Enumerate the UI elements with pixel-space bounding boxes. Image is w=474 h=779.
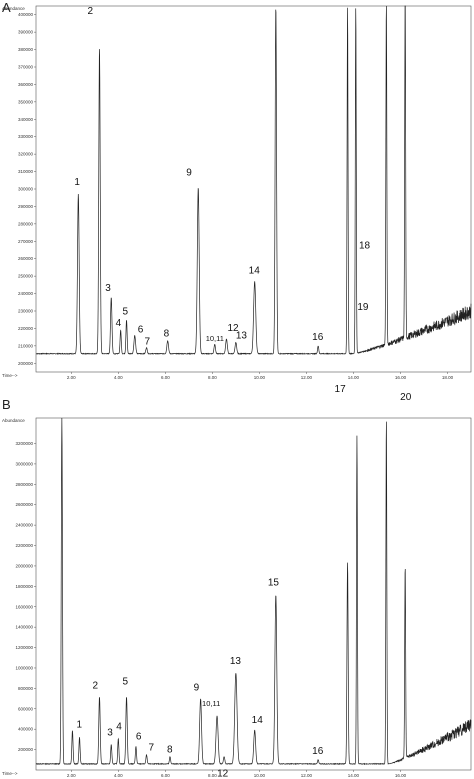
panel-a-ytick-label-16: 360000	[18, 82, 34, 87]
panel-a-xtick-label-7: 16.00	[395, 375, 407, 380]
panel-a-peak-label-9: 9	[186, 167, 192, 178]
panel-b-ytick-label-7: 1600000	[15, 604, 33, 609]
panel-b-peak-label-8: 8	[167, 745, 173, 756]
panel-b-peak-label-7: 7	[149, 743, 155, 754]
panel-b-peak-label-15: 15	[268, 578, 280, 589]
panel-b-peak-label-12: 12	[217, 769, 229, 779]
panel-b-peak-label-1: 1	[77, 719, 83, 730]
panel-label-a: A	[2, 0, 11, 15]
panel-b-peak-label-16: 16	[312, 746, 324, 757]
panel-b-xtick-label-1: 4.00	[114, 773, 123, 778]
panel-b-ytick-label-2: 600000	[18, 706, 34, 711]
panel-a-ytick-label-4: 240000	[18, 291, 34, 296]
panel-b-ytick-label-4: 1000000	[15, 665, 33, 670]
panel-a-ytick-label-13: 330000	[18, 134, 34, 139]
panel-a-xtick-label-8: 18.00	[442, 375, 454, 380]
panel-b-y-axis-title: Abundance	[2, 418, 25, 423]
panel-a-ytick-label-0: 200000	[18, 361, 34, 366]
panel-a-ytick-label-1: 210000	[18, 343, 34, 348]
panel-b-xtick-label-6: 14.00	[348, 773, 360, 778]
panel-a-ytick-label-9: 290000	[18, 204, 34, 209]
panel-a-peak-label-7: 7	[145, 337, 151, 348]
panel-b-peak-label-19: 19	[357, 302, 369, 313]
panel-b-peak-label-10-11: 10,11	[202, 699, 220, 708]
panel-b-ytick-label-11: 2400000	[15, 523, 33, 528]
panel-a-ytick-label-14: 340000	[18, 117, 34, 122]
panel-a-xtick-label-0: 2.00	[67, 375, 76, 380]
panel-a-xtick-label-1: 4.00	[114, 375, 123, 380]
panel-b-ytick-label-1: 400000	[18, 727, 34, 732]
panel-a-xtick-label-2: 6.00	[161, 375, 170, 380]
panel-a-ytick-label-11: 310000	[18, 169, 34, 174]
panel-a-y-axis-title: Abundance	[2, 6, 25, 11]
panel-b-ytick-label-3: 800000	[18, 686, 34, 691]
panel-a-ytick-label-12: 320000	[18, 152, 34, 157]
panel-b-peak-label-9: 9	[194, 683, 200, 694]
panel-a-x-axis-title: Time-->	[2, 373, 18, 378]
panel-a-xtick-label-6: 14.00	[348, 375, 360, 380]
panel-b-ytick-label-12: 2600000	[15, 502, 33, 507]
panel-b-chromatogram-trace	[35, 417, 472, 766]
panel-a-peak-label-16: 16	[312, 332, 324, 343]
panel-a-ytick-label-18: 380000	[18, 47, 34, 52]
panel-a-ytick-label-15: 350000	[18, 99, 34, 104]
panel-a-peak-label-2: 2	[87, 6, 93, 17]
panel-a-xtick-label-3: 8.00	[208, 375, 217, 380]
panel-b-peak-label-17: 17	[335, 384, 347, 395]
panel-b-x-axis-title: Time-->	[2, 771, 18, 776]
panel-a-peak-label-8: 8	[164, 329, 170, 340]
panel-a-ytick-label-5: 250000	[18, 274, 34, 279]
panel-b-ytick-label-5: 1200000	[15, 645, 33, 650]
panel-b-peak-label-20: 20	[400, 392, 412, 403]
panel-b-peak-label-4: 4	[116, 721, 122, 732]
panel-b-xtick-label-4: 10.00	[254, 773, 266, 778]
panel-a-peak-label-4: 4	[116, 318, 122, 329]
panel-a-ytick-label-17: 370000	[18, 65, 34, 70]
panel-a-peak-label-3: 3	[105, 283, 111, 294]
panel-b-ytick-label-14: 3000000	[15, 461, 33, 466]
panel-b-ytick-label-6: 1400000	[15, 625, 33, 630]
panel-a-chromatogram-trace	[35, 5, 472, 356]
panel-b-ytick-label-8: 1800000	[15, 584, 33, 589]
panel-a-ytick-label-2: 220000	[18, 326, 34, 331]
panel-b-plot-frame	[35, 417, 472, 771]
panel-a-peak-label-13: 13	[236, 330, 248, 341]
panel-b-xtick-label-0: 2.00	[67, 773, 76, 778]
panel-a-xtick-label-4: 10.00	[254, 375, 266, 380]
panel-b-peak-label-2: 2	[92, 681, 98, 692]
panel-b-ytick-label-13: 2800000	[15, 482, 33, 487]
panel-b-ytick-label-15: 3200000	[15, 441, 33, 446]
panel-a-ytick-label-3: 230000	[18, 309, 34, 314]
panel-a-ytick-label-6: 260000	[18, 256, 34, 261]
panel-b-ytick-label-9: 2000000	[15, 563, 33, 568]
panel-b-xtick-label-3: 8.00	[208, 773, 217, 778]
panel-a-peak-label-1: 1	[74, 177, 80, 188]
panel-b-ytick-label-0: 200000	[18, 747, 34, 752]
panel-a-ytick-label-20: 400000	[18, 12, 34, 17]
panel-b-peak-label-14: 14	[252, 715, 264, 726]
panel-b-peak-label-6: 6	[136, 732, 142, 743]
panel-b-peak-label-18: 18	[359, 240, 371, 251]
panel-a-peak-label-10-11: 10,11	[206, 334, 224, 343]
panel-a-peak-label-12: 12	[227, 323, 239, 334]
panel-b-ytick-label-10: 2200000	[15, 543, 33, 548]
panel-b-peak-label-5: 5	[123, 677, 129, 688]
panel-a-ytick-label-19: 390000	[18, 30, 34, 35]
panel-b-peak-label-3: 3	[107, 727, 113, 738]
panel-a-xtick-label-5: 12.00	[301, 375, 313, 380]
panel-label-b: B	[2, 397, 11, 412]
panel-a-peak-label-14: 14	[249, 265, 261, 276]
panel-a-ytick-label-8: 280000	[18, 221, 34, 226]
panel-b-peak-label-13: 13	[230, 656, 242, 667]
panel-a-ytick-label-7: 270000	[18, 239, 34, 244]
panel-b-xtick-label-2: 6.00	[161, 773, 170, 778]
panel-a-ytick-label-10: 300000	[18, 187, 34, 192]
panel-a-peak-label-6: 6	[138, 324, 144, 335]
panel-b-xtick-label-5: 12.00	[301, 773, 313, 778]
panel-b-xtick-label-7: 16.00	[395, 773, 407, 778]
panel-a-peak-label-5: 5	[123, 307, 129, 318]
